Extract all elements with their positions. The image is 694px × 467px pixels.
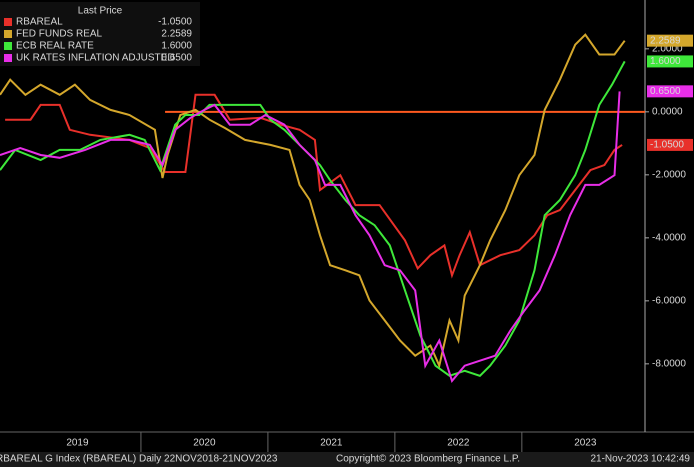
legend-value: 0.6500 — [161, 53, 192, 64]
x-tick-label: 2021 — [320, 438, 343, 449]
series-line — [0, 91, 621, 383]
legend-value: -1.0500 — [158, 17, 192, 28]
footer-right: 21-Nov-2023 10:42:49 — [590, 454, 690, 465]
legend-label: RBAREAL — [16, 17, 63, 28]
y-tick-label: -6.0000 — [652, 295, 686, 306]
legend-value: 2.2589 — [161, 29, 192, 40]
last-price-tag — [647, 34, 693, 47]
last-price-tag — [647, 85, 693, 98]
legend-label: ECB REAL RATE — [16, 41, 94, 52]
series-line — [0, 60, 626, 377]
legend-swatch — [4, 42, 12, 50]
y-tick-label: -8.0000 — [652, 358, 686, 369]
last-price-tag-label: -1.0500 — [650, 140, 684, 151]
legend-label: UK RATES INFLATION ADJUSTED — [16, 53, 175, 64]
legend: Last Price RBAREAL -1.0500 FED FUNDS REAL 2.… — [0, 2, 200, 66]
legend-swatch — [4, 18, 12, 26]
x-tick-label: 2019 — [66, 438, 89, 449]
y-tick-label: 0.0000 — [652, 106, 683, 117]
footer-bar — [0, 452, 694, 467]
x-tick-label: 2023 — [574, 438, 597, 449]
y-tick-label: -2.0000 — [652, 169, 686, 180]
legend-swatch — [4, 30, 12, 38]
x-tick-label: 2022 — [447, 438, 470, 449]
footer-left: RBAREAL G Index (RBAREAL) Daily 22NOV201… — [0, 454, 278, 465]
last-price-tag-label: 0.6500 — [650, 86, 681, 97]
y-tick-label: -4.0000 — [652, 232, 686, 243]
last-price-tag-label: 2.2589 — [650, 35, 681, 46]
legend-box — [0, 2, 200, 66]
y-tick-label: 2.0000 — [652, 43, 683, 54]
last-price-tag — [647, 138, 693, 151]
legend-label: FED FUNDS REAL — [16, 29, 103, 40]
x-tick-label: 2020 — [193, 438, 216, 449]
last-price-tag — [647, 55, 693, 68]
footer-center: Copyright© 2023 Bloomberg Finance L.P. — [336, 454, 520, 465]
legend-value: 1.6000 — [161, 41, 192, 52]
legend-title: Last Price — [78, 6, 123, 17]
last-price-tag-label: 1.6000 — [650, 56, 681, 67]
legend-swatch — [4, 54, 12, 62]
series-line — [0, 33, 626, 369]
